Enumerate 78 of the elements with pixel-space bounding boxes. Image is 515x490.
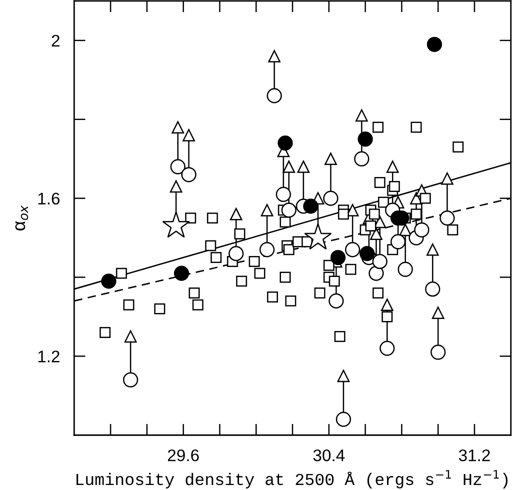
point <box>330 250 346 266</box>
point <box>368 266 384 281</box>
point <box>410 208 422 220</box>
point <box>304 223 332 250</box>
point <box>123 372 138 388</box>
point <box>426 36 442 52</box>
point <box>323 190 338 206</box>
point <box>365 220 376 232</box>
point <box>123 299 134 310</box>
point <box>336 412 352 427</box>
point <box>174 266 190 281</box>
x-tick-label: 29.6 <box>168 449 199 462</box>
point <box>281 202 296 218</box>
point <box>345 242 360 258</box>
point <box>280 216 291 228</box>
point <box>278 135 293 151</box>
point <box>170 159 186 174</box>
y-tick-label: 2 <box>52 34 60 46</box>
point <box>101 274 116 289</box>
point <box>314 288 326 299</box>
point <box>382 311 393 322</box>
point <box>388 180 400 192</box>
point <box>303 198 318 214</box>
point <box>236 276 248 287</box>
point <box>380 340 395 356</box>
y-tick-label: 1.2 <box>38 350 60 362</box>
point <box>266 88 282 104</box>
point <box>440 210 455 226</box>
y-tick-label: 1.6 <box>38 192 60 205</box>
point <box>360 246 375 262</box>
point <box>372 122 384 133</box>
point <box>188 288 200 299</box>
point <box>248 256 260 267</box>
point <box>228 246 244 262</box>
point <box>328 293 344 308</box>
y-axis-title: α$_{ox}$ <box>15 205 28 230</box>
point <box>283 244 294 256</box>
x-tick-label: 30.4 <box>313 449 345 462</box>
point <box>414 222 430 238</box>
point <box>447 224 458 236</box>
point <box>254 268 266 279</box>
x-axis-title: Luminosity density at 2500 Å (ergs s$^{−1}$ Hz$^{−1}$) <box>76 470 508 488</box>
point <box>452 142 464 152</box>
point <box>259 242 275 258</box>
point <box>276 186 291 202</box>
point <box>267 292 278 302</box>
point <box>430 344 446 360</box>
point <box>338 208 349 220</box>
point <box>345 264 356 275</box>
point <box>328 276 340 287</box>
point <box>280 272 291 283</box>
x-tick-label: 31.2 <box>458 449 490 462</box>
point <box>285 295 296 306</box>
point <box>234 228 246 240</box>
point <box>425 282 440 297</box>
point <box>374 177 386 188</box>
point <box>210 252 222 264</box>
point <box>334 330 346 342</box>
point <box>154 303 166 314</box>
point <box>116 268 127 279</box>
point <box>368 208 380 220</box>
point <box>372 288 384 299</box>
point <box>323 260 334 271</box>
point <box>162 211 190 238</box>
point <box>100 327 111 338</box>
point <box>181 167 196 182</box>
point <box>358 132 373 147</box>
point <box>372 254 388 270</box>
point <box>205 240 216 252</box>
point <box>206 212 218 224</box>
point <box>192 299 204 310</box>
point <box>185 212 196 224</box>
point <box>420 192 431 204</box>
point <box>378 196 389 208</box>
point <box>410 122 422 133</box>
point <box>390 234 406 250</box>
point <box>398 262 413 277</box>
point <box>354 151 370 166</box>
